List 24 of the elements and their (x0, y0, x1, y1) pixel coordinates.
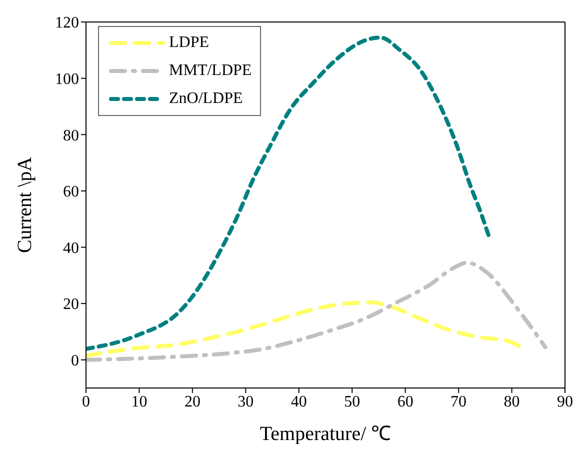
legend-label: MMT/LDPE (169, 62, 252, 80)
x-tick-label: 20 (184, 393, 200, 410)
y-tick-label: 60 (63, 184, 79, 201)
y-tick-label: 20 (63, 296, 79, 314)
x-tick-label: 10 (131, 393, 148, 410)
legend-label: LDPE (169, 34, 209, 52)
x-tick-label: 70 (450, 393, 467, 410)
x-axis-title: Temperature/ ℃ (260, 423, 392, 445)
x-tick-label: 60 (397, 393, 414, 410)
x-tick-label: 50 (344, 393, 360, 410)
y-tick-label: 40 (63, 240, 79, 257)
x-tick-label: 0 (82, 393, 90, 410)
y-tick-label: 120 (55, 14, 79, 32)
x-tick-label: 40 (290, 393, 307, 410)
y-tick-label: 0 (71, 352, 79, 370)
legend-label: ZnO/LDPE (169, 90, 243, 108)
y-tick-label: 80 (63, 127, 79, 144)
y-tick-label: 100 (55, 70, 79, 88)
line-series (86, 35, 491, 351)
line-series (86, 260, 548, 362)
x-tick-label: 80 (504, 393, 520, 410)
x-tick-label: 30 (238, 393, 254, 410)
x-tick-label: 90 (557, 393, 573, 410)
y-axis-title: Current \pA (14, 156, 36, 254)
